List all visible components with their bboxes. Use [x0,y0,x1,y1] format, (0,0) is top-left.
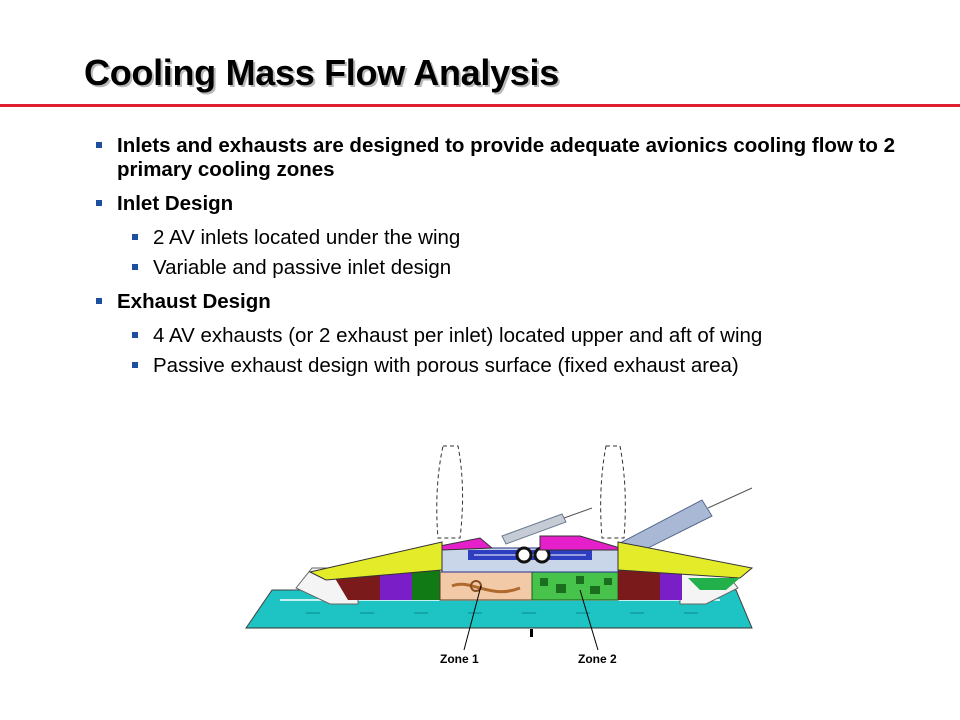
bullet-text: Inlet Design [117,192,234,215]
bullet-marker-icon [132,234,138,240]
right-missile [621,487,753,557]
title-divider [0,104,960,107]
bullet-item: Exhaust Design [94,290,944,314]
bullet-marker-icon [96,200,102,206]
bullet-marker-icon [132,264,138,270]
sub-bullet-item: 4 AV exhausts (or 2 exhaust per inlet) l… [94,324,944,348]
bullet-marker-icon [132,332,138,338]
zone-2-pointer [579,589,599,651]
sub-bullet-item: Variable and passive inlet design [94,256,944,280]
bullet-item: Inlet Design [94,192,944,216]
bullet-list: Inlets and exhausts are designed to prov… [94,134,944,384]
slide-title: Cooling Mass Flow Analysis [84,52,559,93]
bullet-text: Inlets and exhausts are designed to prov… [117,134,896,181]
zone-2-label: Zone 2 [578,652,617,666]
sub-bullet-text: 2 AV inlets located under the wing [153,226,461,249]
bullet-text: Exhaust Design [117,290,271,313]
left-wing-upper-surface [308,541,443,581]
aircraft-cross-section-figure: Zone 1 Zone 2 [240,438,760,668]
zone-1-label: Zone 1 [440,652,479,666]
zone-1-pointer [463,585,482,651]
bullet-marker-icon [96,298,102,304]
right-inlet-outline [600,445,626,539]
left-exhaust-panel [439,537,494,551]
bullet-marker-icon [96,142,102,148]
aircraft-cross-section-diagram [245,445,754,651]
sub-bullet-text: Passive exhaust design with porous surfa… [153,354,739,377]
left-missile [501,507,593,545]
sub-bullet-text: Variable and passive inlet design [153,256,452,279]
left-inlet-outline [436,445,464,539]
sub-bullet-item: Passive exhaust design with porous surfa… [94,354,944,378]
sub-bullet-item: 2 AV inlets located under the wing [94,226,944,250]
sub-bullet-text: 4 AV exhausts (or 2 exhaust per inlet) l… [153,324,763,347]
bullet-item: Inlets and exhausts are designed to prov… [94,134,944,182]
bullet-marker-icon [132,362,138,368]
